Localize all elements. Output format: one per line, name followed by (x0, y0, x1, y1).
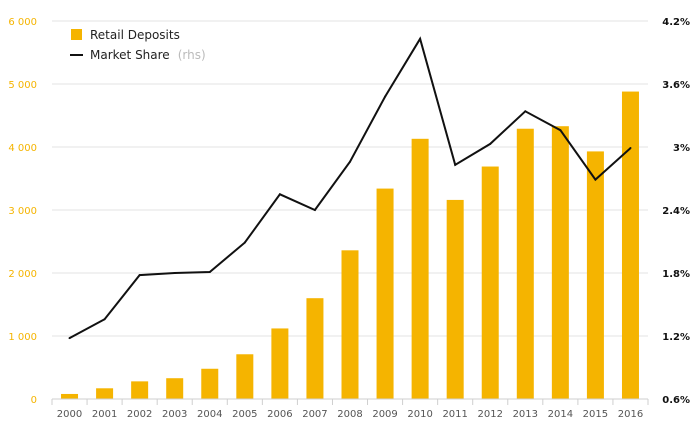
line-point (559, 129, 562, 132)
y-right-tick-label: 2.4% (662, 206, 690, 217)
y-right-tick-label: 0.6% (662, 395, 690, 406)
line-point (208, 270, 211, 273)
line-point (349, 160, 351, 163)
y-right-tick-label: 1.8% (662, 269, 690, 280)
bar (516, 128, 534, 400)
x-tick-label: 2009 (372, 409, 397, 420)
bar-series (61, 91, 639, 400)
y-left-tick-label: 4 000 (8, 143, 37, 154)
x-tick-label: 2004 (197, 409, 222, 420)
legend-label-market-share-group: Market Share (rhs) (90, 46, 206, 63)
bar (411, 138, 429, 399)
legend-swatch-retail-deposits (71, 29, 82, 40)
line-series (68, 36, 632, 340)
bar (621, 91, 639, 399)
bar (271, 328, 289, 399)
gridlines (52, 20, 648, 337)
x-tick-label: 2000 (57, 409, 82, 420)
line-point (384, 95, 387, 98)
x-tick-label: 2001 (92, 409, 117, 420)
line-point (524, 110, 527, 113)
x-tick-label: 2015 (583, 409, 608, 420)
legend-label-market-share: Market Share (90, 48, 170, 62)
line-point (103, 318, 106, 321)
x-tick-label: 2003 (162, 409, 187, 420)
y-left-tick-label: 3 000 (8, 206, 37, 217)
x-tick-label: 2013 (513, 409, 538, 420)
line-point (138, 274, 141, 277)
line-point (278, 193, 281, 196)
line-point (68, 337, 71, 340)
y-left-tick-label: 5 000 (8, 80, 37, 91)
bar (166, 378, 184, 399)
bar (131, 381, 149, 399)
x-tick-label: 2008 (337, 409, 362, 420)
y-left-tick-label: 6 000 (8, 17, 37, 28)
x-tick-label: 2006 (267, 409, 292, 420)
line-point (243, 241, 246, 244)
y-right-tick-label: 1.2% (662, 332, 690, 343)
line-point (313, 209, 316, 211)
bar (376, 188, 394, 399)
x-tick-label: 2007 (302, 409, 327, 420)
y-left-tick-label: 2 000 (8, 269, 37, 280)
legend-label-retail-deposits: Retail Deposits (90, 28, 180, 42)
axes: 0 1 000 2 000 3 000 4 000 5 000 6 000 0.6% 1.2% 1… (8, 17, 690, 420)
y-right-tick-label: 4.2% (662, 17, 690, 28)
y-left-tick-label: 1 000 (8, 332, 37, 343)
legend: Retail Deposits Market Share (rhs) (70, 28, 206, 63)
bar (61, 393, 79, 399)
y-right-tick-label: 3.6% (662, 80, 690, 91)
y-right-tick-label: 3% (673, 143, 690, 154)
x-tick-label: 2011 (442, 409, 467, 420)
x-tick-label: 2014 (548, 409, 573, 420)
x-tick-label: 2002 (127, 409, 152, 420)
line-point (594, 178, 597, 181)
line-point (454, 163, 457, 166)
bar (551, 126, 569, 400)
line-point (629, 147, 632, 150)
y-left-tick-label: 0 (31, 395, 37, 406)
x-tick-label: 2005 (232, 409, 257, 420)
x-tick-label: 2016 (618, 409, 643, 420)
bar (306, 298, 324, 399)
line-point (489, 142, 492, 145)
x-tick-label: 2010 (407, 409, 432, 420)
bar (481, 166, 499, 399)
bar (96, 388, 114, 399)
bar (341, 250, 359, 399)
legend-label-rhs-note: (rhs) (178, 48, 206, 62)
line-point (419, 37, 422, 40)
x-tick-label: 2012 (478, 409, 503, 420)
bar (236, 354, 254, 399)
bar (201, 368, 219, 399)
line-point (173, 272, 176, 274)
bar (586, 151, 604, 399)
bar (446, 199, 464, 399)
